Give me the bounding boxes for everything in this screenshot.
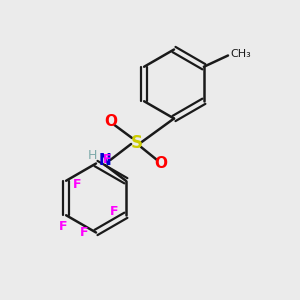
Text: F: F	[80, 226, 88, 239]
Text: F: F	[103, 153, 112, 167]
Text: F: F	[59, 220, 68, 233]
Text: O: O	[104, 114, 118, 129]
Text: CH₃: CH₃	[230, 49, 251, 59]
Text: O: O	[154, 156, 167, 171]
Text: S: S	[130, 134, 142, 152]
Text: F: F	[73, 178, 82, 191]
Text: N: N	[99, 153, 111, 168]
Text: H: H	[88, 148, 97, 162]
Text: F: F	[110, 205, 119, 218]
